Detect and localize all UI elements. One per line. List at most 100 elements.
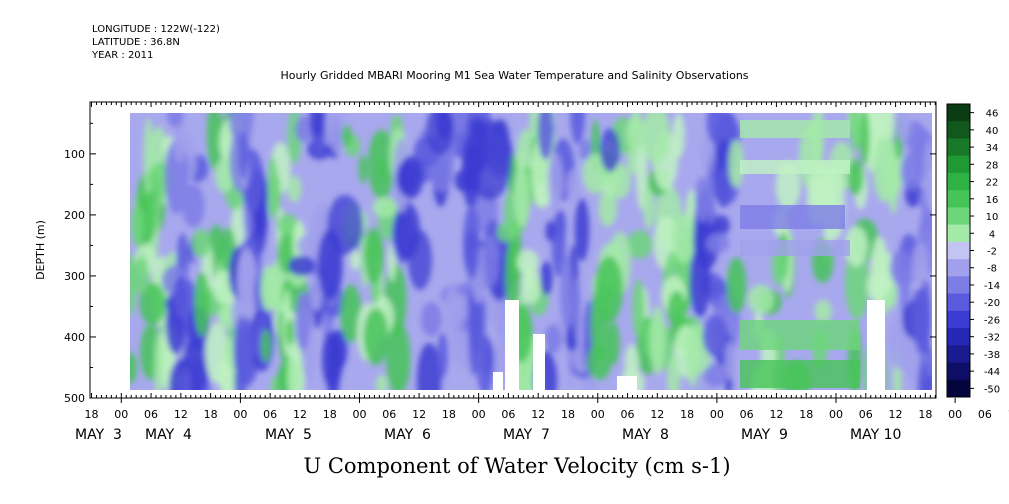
y-tick-label: 400 [64, 331, 85, 344]
heatmap-cell [398, 155, 424, 199]
heatmap-cell [600, 128, 620, 172]
heatmap-cell [482, 235, 500, 288]
heatmap-band [740, 360, 860, 388]
heatmap-band [740, 205, 845, 229]
heatmap-cell [747, 284, 774, 315]
x-tick-label: 06 [144, 408, 158, 421]
heatmap-cell [554, 209, 567, 241]
heatmap-cell [649, 305, 666, 375]
heatmap-cell [277, 213, 298, 237]
x-tick-label: 06 [382, 408, 396, 421]
x-day-label: MAY 3 [75, 427, 122, 443]
heatmap-cell [363, 227, 384, 284]
x-tick-label: 12 [889, 408, 903, 421]
x-tick-label: 18 [680, 408, 694, 421]
heatmap-cell [771, 246, 787, 286]
heatmap-cell [911, 242, 930, 288]
x-tick-label: 18 [204, 408, 218, 421]
colorbar-label: 28 [986, 160, 999, 171]
heatmap-cell [848, 158, 864, 196]
x-tick-label: 06 [740, 408, 754, 421]
heatmap-cell [496, 222, 517, 243]
colorbar: 46 40 34 28 22 16 10 4 -2 -8 -14 -20 -26 -32 -38 -44 -50 [946, 103, 1000, 398]
heatmap-cell [416, 343, 442, 390]
colorbar-swatch [947, 138, 970, 157]
heatmap-cell [595, 256, 623, 323]
heatmap-cell [341, 124, 352, 147]
heatmap-cell [726, 257, 747, 314]
x-tick-label: 00 [829, 408, 843, 421]
x-day-label: MAY 5 [265, 427, 312, 443]
heatmap-cell [627, 230, 653, 259]
x-axis-title: U Component of Water Velocity (cm s-1) [303, 454, 731, 478]
x-tick-label: 18 [85, 408, 99, 421]
colorbar-label: -32 [984, 333, 1000, 344]
heatmap-cell [378, 157, 387, 180]
heatmap-cell [420, 301, 442, 337]
heatmap-cell [408, 230, 432, 290]
missing-data-area [533, 334, 545, 390]
heatmap-cell [130, 352, 137, 384]
heatmap-cell [571, 277, 581, 342]
colorbar-label: 40 [986, 126, 999, 137]
heatmap-cell [386, 322, 411, 390]
heatmap-cell [358, 154, 368, 184]
x-day-label: MAY 4 [145, 427, 192, 443]
heatmap-cell [872, 136, 897, 203]
heatmap-cell [889, 250, 912, 286]
heatmap-cell [191, 229, 211, 258]
heatmap-band [740, 120, 850, 138]
colorbar-swatch [947, 155, 970, 174]
x-tick-label: 12 [1008, 408, 1009, 421]
heatmap-cell [912, 311, 923, 343]
colorbar-label: -38 [984, 350, 1000, 361]
colorbar-swatch [947, 172, 970, 191]
heatmap-cell [294, 292, 311, 352]
heatmap-cell [372, 196, 398, 218]
x-tick-label: 00 [948, 408, 962, 421]
heatmap-cell [547, 152, 564, 211]
heatmap-cell [689, 244, 711, 318]
x-day-label: MAY 9 [741, 427, 788, 443]
heatmap-cell [387, 242, 396, 282]
x-tick-label: 00 [472, 408, 486, 421]
heatmap-cell [667, 355, 681, 390]
colorbar-label: -2 [987, 247, 997, 258]
heatmap-cell [521, 267, 541, 304]
heatmap-cell [206, 113, 222, 170]
colorbar-swatch [947, 379, 970, 398]
heatmap-cell [309, 113, 326, 139]
heatmap-cell [267, 157, 279, 220]
heatmap-cell [705, 232, 730, 254]
colorbar-swatch [947, 293, 970, 312]
x-tick-label: 06 [859, 408, 873, 421]
heatmap-cell [574, 198, 590, 262]
heatmap-cell [920, 205, 932, 236]
heatmap-cell [706, 113, 727, 145]
x-tick-label: 00 [114, 408, 128, 421]
colorbar-label: 10 [986, 212, 999, 223]
heatmap-cell [139, 282, 167, 325]
heatmap-cell [724, 341, 735, 381]
heatmap-cell [287, 175, 302, 203]
x-day-label: MAY 8 [622, 427, 669, 443]
heatmap-cell [859, 113, 870, 166]
x-tick-label: 18 [561, 408, 575, 421]
heatmap-cell [559, 254, 574, 330]
latitude-label: LATITUDE : 36.8N [92, 37, 180, 48]
heatmap-cell [505, 240, 521, 311]
colorbar-swatch [947, 104, 970, 122]
heatmap-cell [919, 279, 932, 354]
heatmap-cell [437, 332, 449, 378]
colorbar-label: 34 [986, 143, 999, 154]
colorbar-swatch [947, 121, 970, 139]
colorbar-label: -8 [987, 264, 997, 275]
y-tick-label: 200 [64, 209, 85, 222]
heatmap-cell [917, 362, 930, 390]
heatmap-cell [288, 255, 315, 277]
colorbar-label: 46 [986, 109, 999, 120]
x-tick-label: 06 [501, 408, 515, 421]
heatmap-cell [350, 249, 361, 271]
heatmap-cell [607, 321, 620, 365]
